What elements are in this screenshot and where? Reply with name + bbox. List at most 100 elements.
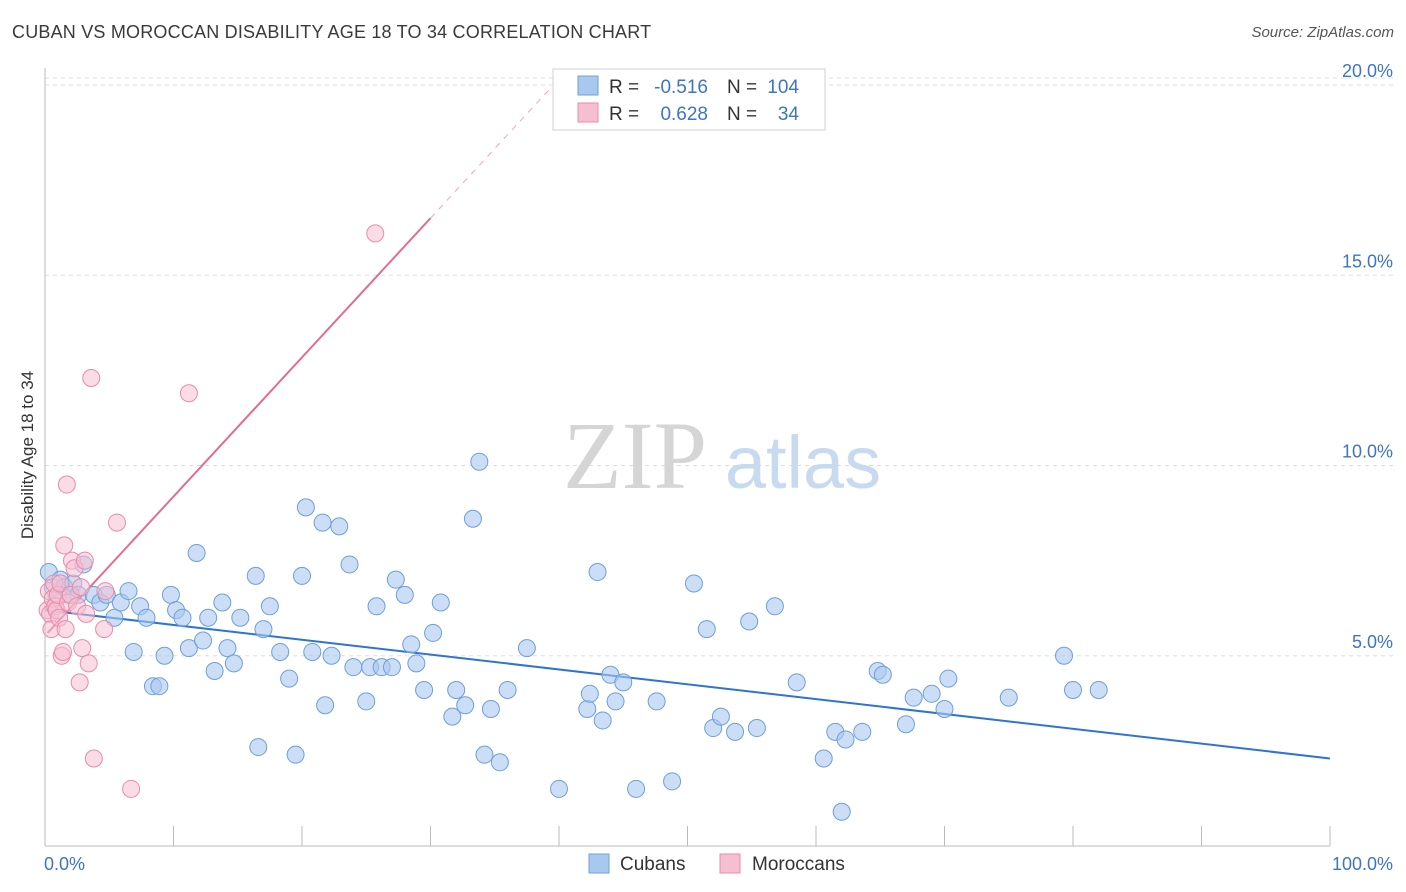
moroccan-point [75, 551, 94, 570]
cuban-point [1055, 646, 1074, 665]
cuban-point [330, 517, 349, 536]
legend-r-value-2: 0.628 [660, 104, 708, 125]
cuban-point [447, 681, 466, 699]
cuban-point [517, 639, 536, 658]
correlation-legend: R = -0.516 N = 104 R = 0.628 N = 34 [552, 68, 826, 131]
cuban-point [490, 753, 509, 772]
x-axis-ticks [173, 826, 1331, 846]
cuban-point [614, 673, 633, 692]
bottom-legend-swatch-cubans [588, 853, 610, 874]
cuban-point [999, 688, 1018, 707]
gridlines [45, 77, 1394, 657]
legend-n-label-1: N = [727, 77, 757, 98]
cuban-point [386, 570, 405, 589]
moroccan-point [77, 604, 96, 623]
cuban-point [402, 635, 421, 654]
cuban-point [456, 696, 475, 715]
cuban-point [218, 639, 237, 658]
bottom-legend-label-cubans: Cubans [620, 854, 686, 875]
cuban-point [344, 658, 363, 677]
cuban-point [593, 711, 612, 730]
cuban-point [119, 582, 138, 601]
watermark-zip: ZIP [563, 402, 707, 509]
moroccan-point [73, 639, 92, 658]
cuban-point [173, 608, 192, 627]
x-tick-label-min: 0.0% [44, 854, 85, 874]
cuban-point [550, 779, 568, 798]
moroccan-point [79, 654, 98, 673]
cuban-point [150, 677, 169, 696]
cuban-point [463, 509, 482, 528]
cuban-point [303, 642, 322, 661]
moroccan-point [51, 574, 70, 593]
cuban-point [787, 673, 806, 692]
moroccan-point [179, 384, 198, 403]
cuban-point [697, 620, 716, 639]
moroccans-trendline [46, 217, 432, 634]
moroccan-point [70, 673, 89, 692]
cuban-point [415, 681, 434, 699]
cuban-point [580, 684, 599, 703]
y-tick-label: 15.0% [1342, 251, 1393, 271]
cuban-point [606, 692, 625, 711]
cuban-point [296, 498, 315, 517]
legend-n-label-2: N = [727, 104, 757, 125]
legend-swatch-cubans [577, 75, 599, 96]
cuban-point [904, 688, 923, 707]
cuban-point [481, 700, 500, 719]
cuban-point [684, 574, 703, 593]
cuban-point [199, 608, 218, 627]
cuban-point [249, 738, 268, 757]
moroccan-point [107, 513, 126, 532]
moroccan-point [71, 578, 90, 597]
cuban-point [357, 692, 376, 711]
moroccan-point [366, 224, 385, 243]
watermark-atlas: atlas [725, 421, 881, 504]
cuban-point [280, 669, 299, 688]
cuban-point [254, 620, 273, 639]
cuban-point [205, 661, 224, 680]
moroccans-trendline-extension [430, 88, 551, 219]
cuban-point [443, 707, 462, 726]
cuban-point [137, 608, 156, 627]
moroccan-point [56, 620, 75, 639]
cuban-point [431, 593, 450, 612]
cuban-point [293, 566, 311, 585]
legend-r-value-1: -0.516 [654, 77, 708, 98]
cuban-point [627, 779, 646, 798]
source-label: Source: ZipAtlas.com [1251, 24, 1394, 41]
cuban-point [313, 513, 332, 532]
cuban-point [224, 654, 243, 673]
moroccan-point [122, 779, 141, 798]
cuban-point [194, 631, 213, 650]
cuban-point [765, 597, 784, 616]
cuban-point [382, 658, 401, 677]
moroccan-point [57, 475, 76, 494]
cuban-point [124, 642, 143, 661]
cuban-point [740, 612, 759, 631]
cuban-point [647, 692, 666, 711]
cubans-trendline [44, 609, 1331, 760]
cuban-point [161, 585, 180, 604]
cuban-point [213, 593, 232, 612]
cuban-point [475, 745, 494, 764]
cuban-point [711, 707, 730, 726]
cuban-point [260, 597, 279, 616]
cuban-point [498, 681, 517, 699]
y-tick-label: 20.0% [1342, 61, 1393, 81]
legend-swatch-moroccans [577, 102, 599, 123]
cuban-point [187, 544, 206, 563]
moroccan-point [53, 642, 72, 661]
legend-n-value-1: 104 [767, 77, 799, 98]
legend-r-label-2: R = [609, 104, 639, 125]
cuban-point [747, 719, 766, 738]
cuban-point [407, 654, 426, 673]
y-axis-title: Disability Age 18 to 34 [18, 371, 37, 539]
cuban-point [286, 745, 305, 764]
cuban-point [470, 452, 489, 471]
legend-n-value-2: 34 [778, 104, 800, 125]
moroccan-point [95, 620, 114, 639]
cuban-point [1064, 681, 1082, 699]
bottom-legend-label-moroccans: Moroccans [752, 854, 845, 875]
